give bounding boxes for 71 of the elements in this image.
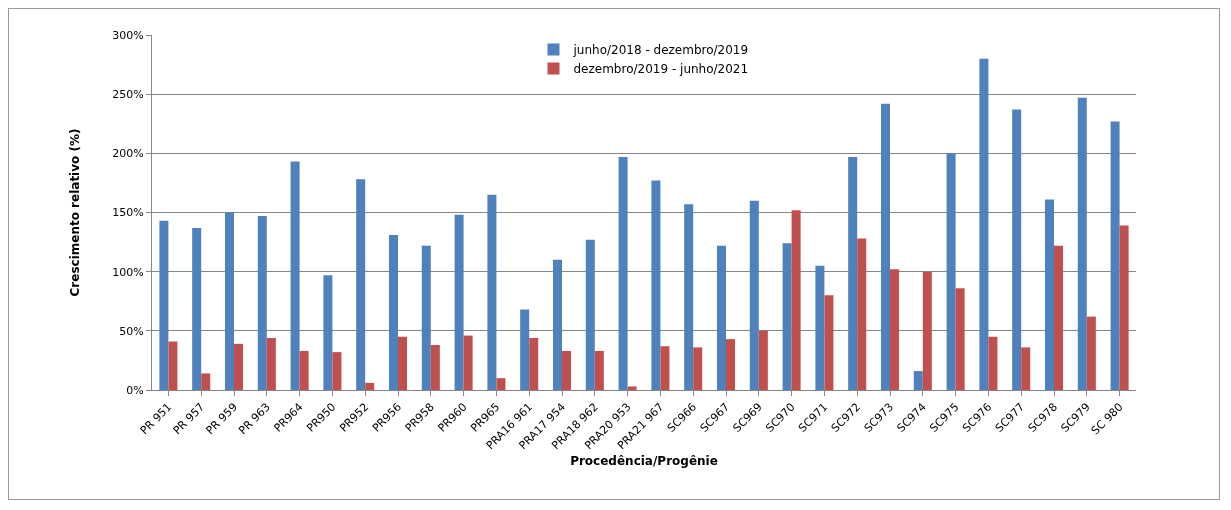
bar	[356, 179, 366, 390]
bar	[979, 58, 989, 390]
bar	[684, 204, 694, 390]
bar	[791, 210, 801, 390]
bar	[585, 239, 595, 390]
y-tick-label: 150%	[112, 206, 144, 220]
bar	[421, 245, 431, 390]
bar	[1021, 347, 1031, 390]
bar	[913, 371, 923, 390]
bar	[726, 339, 736, 390]
y-tick-label: 200%	[112, 147, 144, 161]
bar	[487, 194, 497, 390]
bar	[323, 275, 333, 390]
bar	[290, 161, 300, 390]
y-axis-title: Crescimento relativo (%)	[67, 128, 82, 297]
bar	[365, 382, 375, 390]
bar	[1110, 121, 1120, 390]
y-tick-label: 250%	[112, 88, 144, 102]
bar	[749, 200, 759, 390]
bar	[529, 337, 539, 390]
bar	[1054, 245, 1064, 390]
bar	[192, 227, 202, 390]
bar	[201, 373, 211, 390]
bar	[922, 271, 932, 390]
bar	[693, 347, 703, 390]
bar	[562, 350, 572, 390]
bar	[454, 214, 464, 390]
bar	[1086, 316, 1096, 390]
bar	[594, 350, 604, 390]
bar	[618, 156, 628, 390]
bar	[1077, 97, 1087, 390]
y-tick-label: 50%	[119, 324, 144, 338]
bar	[496, 378, 506, 390]
bar	[824, 295, 834, 390]
bar	[1012, 109, 1022, 390]
bar	[1119, 225, 1129, 390]
legend-label: junho/2018 - dezembro/2019	[572, 43, 749, 58]
legend-label: dezembro/2019 - junho/2021	[573, 62, 749, 77]
bar	[388, 234, 398, 390]
bar	[660, 346, 670, 390]
bar	[955, 288, 965, 390]
bar	[782, 243, 792, 390]
bar	[1044, 199, 1054, 390]
bar	[848, 156, 858, 390]
bar	[890, 269, 900, 390]
y-tick-label: 0%	[126, 383, 144, 397]
bar	[266, 337, 276, 390]
bar	[299, 350, 309, 390]
bar	[332, 352, 342, 390]
bar	[988, 336, 998, 390]
bar	[168, 341, 178, 390]
bar	[857, 238, 867, 390]
bar	[758, 330, 768, 390]
bar	[224, 212, 234, 390]
bar	[946, 153, 956, 390]
bar	[651, 180, 661, 390]
bar	[257, 216, 267, 390]
bar	[463, 335, 473, 390]
x-axis-title: Procedência/Progênie	[570, 454, 718, 469]
bar	[627, 386, 637, 390]
bar	[520, 309, 530, 390]
bar	[815, 265, 825, 390]
bar	[716, 245, 726, 390]
bar	[552, 259, 562, 390]
y-tick-label: 100%	[112, 265, 144, 279]
bar	[159, 220, 169, 390]
bar	[880, 103, 890, 390]
bar	[430, 345, 440, 390]
bar	[398, 336, 408, 390]
y-tick-label: 300%	[112, 28, 144, 42]
bar	[234, 343, 244, 390]
